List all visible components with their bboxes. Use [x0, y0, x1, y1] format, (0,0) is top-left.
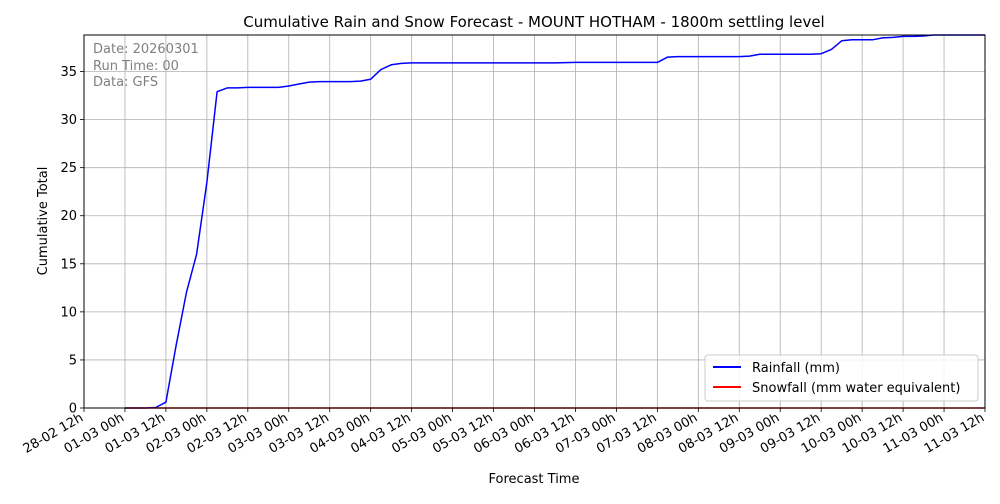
legend: Rainfall (mm) Snowfall (mm water equival… [704, 354, 979, 402]
y-tick-label: 20 [60, 209, 77, 224]
run-info-annotation: Date: 20260301 Run Time: 00 Data: GFS [93, 42, 199, 90]
rainfall-series-line [125, 34, 985, 409]
y-tick-label: 30 [60, 113, 77, 128]
y-tick-label: 35 [60, 65, 77, 80]
legend-label-rainfall: Rainfall (mm) [752, 361, 840, 376]
annotation-date: Date: 20260301 [93, 42, 199, 57]
annotation-run-time: Run Time: 00 [93, 59, 179, 74]
legend-label-snowfall: Snowfall (mm water equivalent) [752, 381, 960, 396]
chart-title: Cumulative Rain and Snow Forecast - MOUN… [243, 13, 824, 31]
annotation-data-source: Data: GFS [93, 75, 158, 90]
grid-lines [83, 35, 986, 409]
y-axis-label: Cumulative Total [36, 167, 51, 276]
y-tick-label: 10 [60, 305, 77, 320]
y-tick-label: 0 [69, 402, 77, 417]
y-tick-label: 25 [60, 161, 77, 176]
x-axis-label: Forecast Time [489, 472, 580, 487]
y-tick-label: 15 [60, 257, 77, 272]
y-axis-ticks: 0 5 10 15 20 25 30 35 [60, 65, 84, 417]
y-tick-label: 5 [69, 353, 77, 368]
legend-box [704, 354, 979, 402]
